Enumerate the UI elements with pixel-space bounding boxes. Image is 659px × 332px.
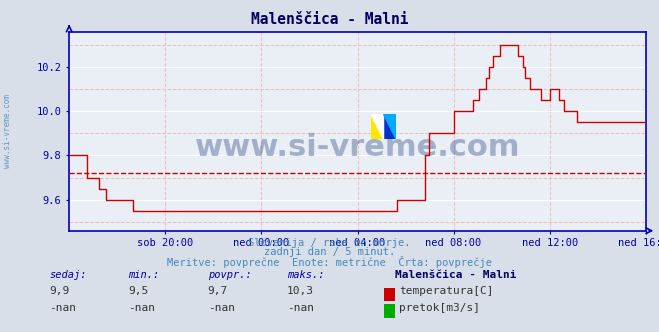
Text: -nan: -nan <box>287 303 314 313</box>
Text: -nan: -nan <box>208 303 235 313</box>
Text: maks.:: maks.: <box>287 270 324 280</box>
Text: sedaj:: sedaj: <box>49 270 87 280</box>
Text: pretok[m3/s]: pretok[m3/s] <box>399 303 480 313</box>
Text: Malenščica - Malni: Malenščica - Malni <box>251 12 408 27</box>
Text: 10,3: 10,3 <box>287 287 314 296</box>
Text: -nan: -nan <box>49 303 76 313</box>
Text: Slovenija / reke in morje.: Slovenija / reke in morje. <box>248 238 411 248</box>
Text: 9,5: 9,5 <box>129 287 149 296</box>
Polygon shape <box>384 114 396 139</box>
Text: www.si-vreme.com: www.si-vreme.com <box>3 94 13 168</box>
Bar <box>371 114 384 139</box>
Text: Meritve: povprečne  Enote: metrične  Črta: povprečje: Meritve: povprečne Enote: metrične Črta:… <box>167 256 492 268</box>
Text: www.si-vreme.com: www.si-vreme.com <box>195 132 520 162</box>
Text: 9,9: 9,9 <box>49 287 70 296</box>
Text: zadnji dan / 5 minut.: zadnji dan / 5 minut. <box>264 247 395 257</box>
Polygon shape <box>371 114 384 139</box>
Text: Malenščica - Malni: Malenščica - Malni <box>395 270 517 280</box>
Text: -nan: -nan <box>129 303 156 313</box>
Text: 9,7: 9,7 <box>208 287 228 296</box>
Text: povpr.:: povpr.: <box>208 270 251 280</box>
Text: temperatura[C]: temperatura[C] <box>399 287 494 296</box>
Text: min.:: min.: <box>129 270 159 280</box>
Bar <box>384 114 396 139</box>
